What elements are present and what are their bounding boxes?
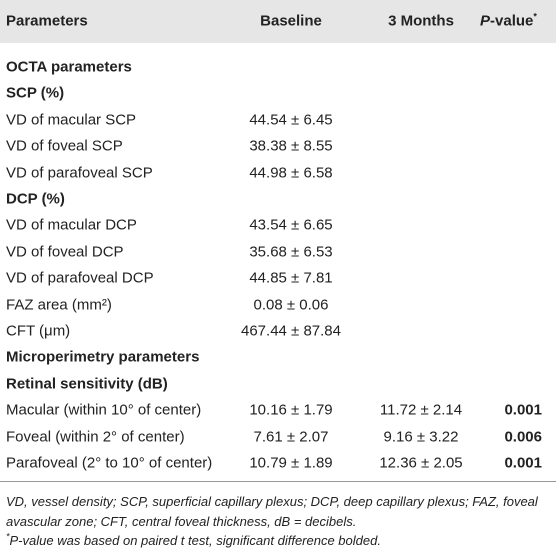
header-cell: 3 Months [388,12,454,30]
subsection-heading: Retinal sensitivity (dB) [6,375,168,393]
table-cell: 10.79 ± 1.89 [249,454,333,472]
table-cell: 9.16 ± 3.22 [383,428,459,446]
table-cell: 467.44 ± 87.84 [241,322,341,340]
table-cell: 44.54 ± 6.45 [249,111,333,129]
section-heading: Microperimetry parameters [6,348,200,366]
footnote-mark: * [6,531,10,542]
table-cell: VD of macular SCP [6,111,137,129]
table-cell: 43.54 ± 6.65 [249,216,333,234]
section-heading: OCTA parameters [6,58,132,76]
header-text: -value [490,12,534,30]
subsection-heading: SCP (%) [6,84,65,102]
table-cell: 38.38 ± 8.55 [249,137,333,155]
abbreviations: VD, vessel density; SCP, superficial cap… [6,494,538,529]
table-cell: VD of foveal DCP [6,243,124,261]
table-cell: 10.16 ± 1.79 [249,401,333,419]
table-cell: 44.85 ± 7.81 [249,269,333,287]
table-cell: VD of parafoveal SCP [6,164,153,182]
table-cell: 0.001 [504,401,542,419]
header-italic: P [480,12,491,30]
header-cell: P-value* [480,11,537,30]
footnote-text: P-value was based on paired t test, sign… [9,533,381,548]
footnotes: VD, vessel density; SCP, superficial cap… [6,492,542,551]
table-cell: 11.72 ± 2.14 [379,401,463,419]
footnote: *P-value was based on paired t test, sig… [6,531,542,551]
table-cell: Parafoveal (2° to 10° of center) [6,454,213,472]
table-cell: 0.006 [504,428,542,446]
header-cell: Parameters [6,12,88,30]
table-cell: FAZ area (mm²) [6,296,112,314]
table-cell: 0.08 ± 0.06 [253,296,329,314]
table-cell: Foveal (within 2° of center) [6,428,185,446]
table-cell: CFT (μm) [6,322,71,340]
header-sup: * [533,11,537,22]
table-cell: 35.68 ± 6.53 [249,243,333,261]
header-cell: Baseline [260,12,322,30]
table-cell: VD of foveal SCP [6,137,123,155]
table-cell: 44.98 ± 6.58 [249,164,333,182]
header-row [0,0,556,43]
table-cell: 0.001 [504,454,542,472]
table-cell: VD of macular DCP [6,216,137,234]
bottom-rule [0,481,556,482]
subsection-heading: DCP (%) [6,190,65,208]
table-cell: 12.36 ± 2.05 [379,454,463,472]
table-cell: Macular (within 10° of center) [6,401,202,419]
table-cell: VD of parafoveal DCP [6,269,154,287]
table-cell: 7.61 ± 2.07 [253,428,329,446]
